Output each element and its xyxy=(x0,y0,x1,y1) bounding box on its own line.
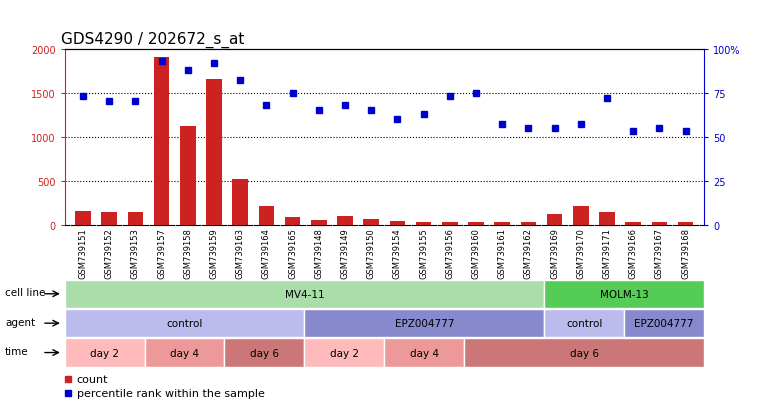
Text: MOLM-13: MOLM-13 xyxy=(600,289,648,299)
Text: GSM739168: GSM739168 xyxy=(681,228,690,279)
Text: GSM739161: GSM739161 xyxy=(498,228,507,278)
Text: GSM739149: GSM739149 xyxy=(340,228,349,278)
Bar xyxy=(599,213,615,225)
Bar xyxy=(285,217,301,225)
Bar xyxy=(206,80,222,225)
Text: day 6: day 6 xyxy=(250,348,279,358)
Bar xyxy=(311,220,326,225)
Text: day 2: day 2 xyxy=(330,348,359,358)
Bar xyxy=(75,212,91,225)
Text: MV4-11: MV4-11 xyxy=(285,289,324,299)
Text: GSM739153: GSM739153 xyxy=(131,228,140,278)
Text: GSM739155: GSM739155 xyxy=(419,228,428,278)
Text: GSM739164: GSM739164 xyxy=(262,228,271,278)
Text: agent: agent xyxy=(5,317,35,327)
Text: GSM739156: GSM739156 xyxy=(445,228,454,278)
Bar xyxy=(468,223,484,225)
Bar xyxy=(232,179,248,225)
Text: control: control xyxy=(167,318,202,328)
Text: GSM739157: GSM739157 xyxy=(157,228,166,278)
Bar xyxy=(390,221,406,225)
Bar xyxy=(521,223,537,225)
Bar xyxy=(416,223,431,225)
Text: GSM739165: GSM739165 xyxy=(288,228,297,278)
Text: day 4: day 4 xyxy=(170,348,199,358)
Text: GSM739166: GSM739166 xyxy=(629,228,638,279)
Text: day 6: day 6 xyxy=(569,348,599,358)
Bar xyxy=(259,206,274,225)
Text: cell line: cell line xyxy=(5,288,46,298)
Bar xyxy=(128,213,143,225)
Bar xyxy=(678,223,693,225)
Bar xyxy=(442,223,457,225)
Text: GSM739158: GSM739158 xyxy=(183,228,193,278)
Text: day 2: day 2 xyxy=(90,348,119,358)
Text: GSM739170: GSM739170 xyxy=(576,228,585,278)
Text: GSM739171: GSM739171 xyxy=(603,228,612,278)
Bar xyxy=(651,223,667,225)
Bar xyxy=(101,213,117,225)
Text: EPZ004777: EPZ004777 xyxy=(394,318,454,328)
Bar xyxy=(495,223,510,225)
Bar xyxy=(573,206,589,225)
Text: EPZ004777: EPZ004777 xyxy=(634,318,694,328)
Bar xyxy=(337,216,353,225)
Bar xyxy=(154,58,170,225)
Text: GSM739167: GSM739167 xyxy=(655,228,664,279)
Bar xyxy=(180,127,196,225)
Text: GSM739154: GSM739154 xyxy=(393,228,402,278)
Text: GSM739162: GSM739162 xyxy=(524,228,533,278)
Text: GSM739148: GSM739148 xyxy=(314,228,323,278)
Text: GSM739169: GSM739169 xyxy=(550,228,559,278)
Bar xyxy=(363,220,379,225)
Text: GSM739152: GSM739152 xyxy=(105,228,113,278)
Text: GSM739160: GSM739160 xyxy=(472,228,480,278)
Text: GSM739159: GSM739159 xyxy=(209,228,218,278)
Bar xyxy=(546,215,562,225)
Bar xyxy=(626,223,641,225)
Text: count: count xyxy=(77,374,108,384)
Text: day 4: day 4 xyxy=(409,348,439,358)
Text: control: control xyxy=(566,318,602,328)
Text: GDS4290 / 202672_s_at: GDS4290 / 202672_s_at xyxy=(62,32,245,48)
Text: GSM739151: GSM739151 xyxy=(78,228,88,278)
Text: GSM739150: GSM739150 xyxy=(367,228,376,278)
Text: time: time xyxy=(5,347,29,356)
Text: GSM739163: GSM739163 xyxy=(236,228,245,279)
Text: percentile rank within the sample: percentile rank within the sample xyxy=(77,387,265,398)
